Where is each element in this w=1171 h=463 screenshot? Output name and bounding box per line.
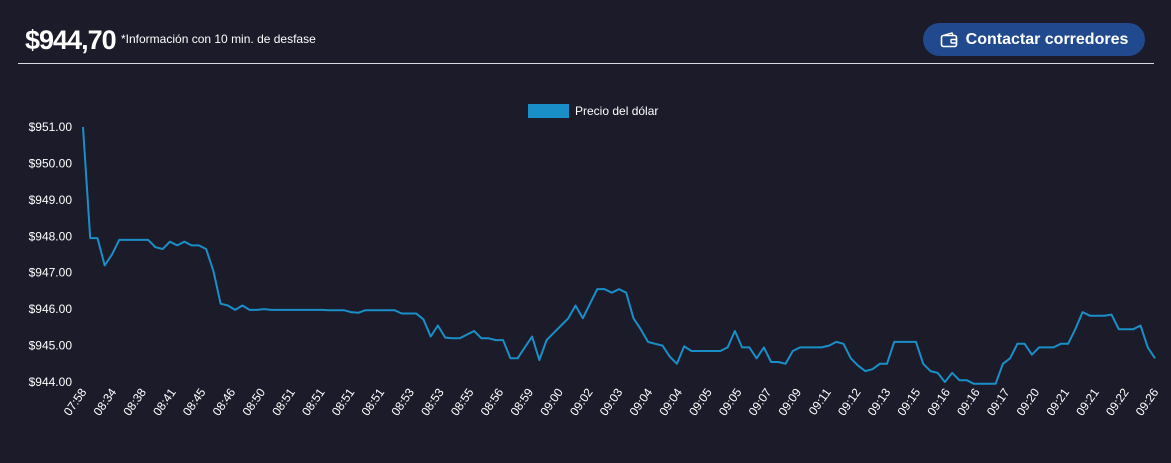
x-tick-label: 09:09 [775, 385, 804, 418]
x-tick-label: 09:12 [835, 385, 864, 418]
x-tick-label: 09:05 [686, 385, 715, 418]
x-tick-label: 09:13 [865, 385, 894, 418]
x-tick-label: 09:11 [806, 385, 834, 417]
x-tick-label: 08:38 [120, 385, 149, 418]
header-divider [18, 63, 1154, 64]
y-axis: $951.00 $950.00 $949.00 $948.00 $947.00 $946.… [29, 120, 73, 389]
x-tick-label: 08:50 [239, 385, 268, 418]
x-tick-label: 09:17 [984, 385, 1013, 418]
x-axis: 07:58 08:34 08:38 08:41 08:45 08:46 08:50 08:51… [61, 385, 1162, 418]
y-tick-label: $950.00 [29, 156, 73, 170]
legend-label: Precio del dólar [575, 104, 658, 118]
price-chart: Precio del dólar $951.00$950.00$949.00$9… [29, 104, 1162, 418]
x-tick-label: 09:20 [1014, 385, 1043, 418]
delay-note: *Información con 10 min. de desfase [121, 32, 316, 46]
x-tick-label: 08:45 [180, 385, 209, 418]
legend-swatch [528, 104, 569, 118]
chart-legend: Precio del dólar [528, 104, 658, 118]
x-tick-label: 08:46 [210, 385, 239, 418]
x-tick-label: 09:16 [954, 385, 983, 418]
y-tick-label: $947.00 [29, 266, 73, 280]
x-tick-label: 09:22 [1103, 385, 1132, 418]
x-tick-label: 08:55 [448, 385, 477, 418]
x-tick-label: 08:51 [299, 385, 328, 418]
x-tick-label: 09:02 [567, 385, 596, 418]
x-tick-label: 08:56 [478, 385, 507, 418]
x-tick-label: 08:53 [388, 385, 417, 418]
x-tick-label: 08:51 [359, 385, 388, 418]
current-price: $944,70 [25, 25, 117, 55]
x-tick-label: 08:51 [329, 385, 358, 418]
y-tick-label: $951.00 [29, 120, 73, 134]
wallet-icon [940, 31, 958, 48]
y-tick-label: $948.00 [29, 229, 73, 243]
x-tick-label: 09:00 [537, 385, 566, 418]
price-series-line [82, 126, 1156, 385]
x-tick-label: 08:34 [91, 385, 120, 418]
x-tick-label: 09:21 [1043, 385, 1072, 418]
x-tick-label: 08:41 [150, 385, 179, 418]
y-tick-label: $945.00 [29, 339, 73, 353]
x-tick-label: 09:03 [597, 385, 626, 418]
x-tick-label: 07:58 [61, 385, 90, 418]
x-tick-label: 08:53 [418, 385, 447, 418]
x-tick-label: 08:51 [269, 385, 298, 418]
x-tick-label: 09:07 [746, 385, 775, 418]
y-tick-label: $946.00 [29, 302, 73, 316]
x-tick-label: 09:16 [924, 385, 953, 418]
x-tick-label: 09:21 [1073, 385, 1102, 418]
x-tick-label: 09:26 [1133, 385, 1162, 418]
x-tick-label: 09:05 [716, 385, 745, 418]
x-tick-label: 09:04 [656, 385, 685, 418]
x-tick-label: 09:15 [895, 385, 924, 418]
header: $944,70 *Información con 10 min. de desf… [0, 0, 1171, 64]
x-tick-label: 09:04 [627, 385, 656, 418]
contact-brokers-label: Contactar corredores [965, 30, 1129, 48]
y-tick-label: $944.00 [29, 375, 73, 389]
x-tick-label: 08:59 [507, 385, 536, 418]
contact-brokers-button[interactable]: Contactar corredores [923, 23, 1145, 56]
y-tick-label: $949.00 [29, 193, 73, 207]
